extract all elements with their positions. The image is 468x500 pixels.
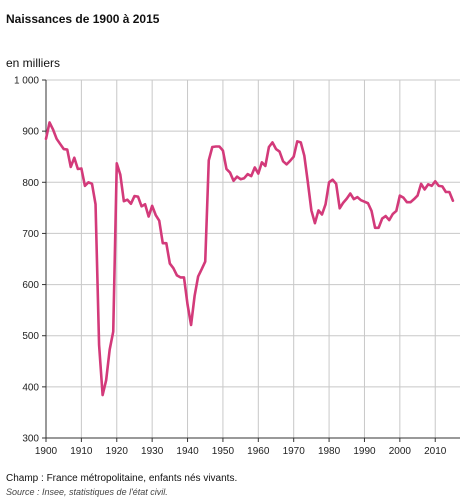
y-tick-label: 500 xyxy=(22,331,39,342)
x-tick-label: 1980 xyxy=(318,446,341,457)
line-chart: 300 400 500 600 700 800 900 1 000 1900 1910 1920 19… xyxy=(14,76,460,458)
y-tick-label: 1 000 xyxy=(14,76,39,87)
x-tick-label: 1930 xyxy=(141,446,164,457)
y-axis-unit-label: en milliers xyxy=(6,56,61,70)
tick-labels: 300 400 500 600 700 800 900 1 000 1900 1910 1920 19… xyxy=(14,76,447,458)
y-tick-label: 900 xyxy=(22,127,39,138)
scope-note: Champ : France métropolitaine, enfants n… xyxy=(6,473,238,484)
x-tick-label: 1920 xyxy=(106,446,129,457)
y-tick-label: 800 xyxy=(22,178,39,189)
x-tick-label: 1950 xyxy=(212,446,235,457)
grid xyxy=(46,79,460,438)
y-tick-label: 300 xyxy=(22,434,39,445)
axes xyxy=(42,79,460,442)
x-tick-label: 2000 xyxy=(389,446,412,457)
x-tick-label: 1960 xyxy=(247,446,270,457)
y-tick-label: 600 xyxy=(22,280,39,291)
x-tick-label: 1990 xyxy=(353,446,376,457)
x-tick-label: 1910 xyxy=(70,446,93,457)
series xyxy=(44,121,455,397)
births-series-line xyxy=(44,121,455,397)
y-tick-label: 700 xyxy=(22,229,39,240)
x-tick-label: 1900 xyxy=(35,446,58,457)
y-tick-label: 400 xyxy=(22,382,39,393)
x-tick-label: 2010 xyxy=(424,446,447,457)
chart-title: Naissances de 1900 à 2015 xyxy=(6,12,160,26)
source-note: Source : Insee, statistiques de l'état c… xyxy=(6,487,168,497)
x-tick-label: 1940 xyxy=(176,446,199,457)
x-tick-label: 1970 xyxy=(283,446,306,457)
